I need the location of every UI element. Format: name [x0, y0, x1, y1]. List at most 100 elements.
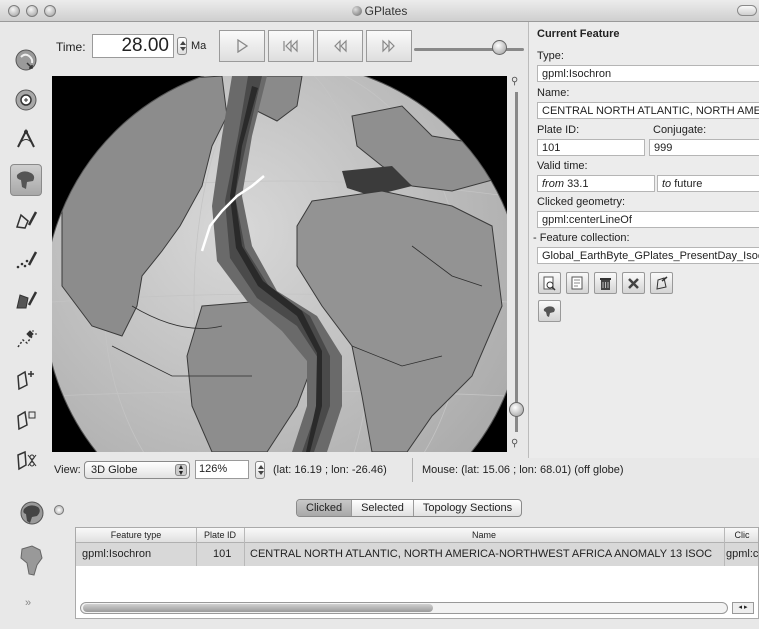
digitise-multipoint-icon	[16, 251, 38, 269]
valid-time-from-field[interactable]: from 33.1	[537, 175, 655, 192]
skip-to-start-icon	[283, 39, 298, 53]
step-backward-button[interactable]	[317, 30, 363, 62]
tab-selected[interactable]: Selected	[352, 500, 414, 516]
projection-value: 3D Globe	[91, 464, 138, 476]
query-feature-icon	[543, 276, 556, 291]
delete-vertex-icon	[17, 410, 36, 431]
edit-feature-button[interactable]	[566, 272, 589, 294]
split-feature-tool[interactable]	[10, 444, 42, 476]
feature-collection-label: - Feature collection:	[533, 232, 630, 244]
clicked-geometry-label: Clicked geometry:	[537, 196, 626, 208]
digitise-polyline-tool[interactable]	[10, 204, 42, 236]
africa-icon	[18, 543, 44, 577]
zoom-slider[interactable]: ⚲ ⚲	[509, 76, 525, 452]
clicked-geometry-field[interactable]: gpml:centerLineOf	[537, 211, 759, 228]
zoom-window-button[interactable]	[44, 5, 56, 17]
column-header-clicked-geometry[interactable]: Clic	[734, 530, 750, 540]
build-topology-button[interactable]	[650, 272, 673, 294]
horizontal-scrollbar[interactable]	[80, 602, 728, 614]
valid-time-to-value: future	[674, 178, 703, 190]
click-geometry-icon	[16, 171, 35, 189]
plate-boundaries	[111, 245, 483, 377]
close-window-button[interactable]	[8, 5, 20, 17]
projection-select[interactable]: 3D Globe ▲ ▼	[84, 461, 190, 479]
reset-animation-button[interactable]	[268, 30, 314, 62]
expand-toolbar-icon[interactable]: »	[25, 597, 32, 609]
plate-id-field[interactable]: 101	[537, 139, 645, 156]
time-input[interactable]: 28.00	[92, 34, 174, 58]
zoom-slider-track[interactable]	[515, 92, 518, 432]
feature-collection-field[interactable]: Global_EarthByte_GPlates_PresentDay_Isoc…	[537, 247, 759, 264]
column-header-name[interactable]: Name	[471, 530, 496, 540]
zoom-out-icon[interactable]: ⚲	[511, 438, 519, 449]
time-stepper[interactable]	[177, 37, 187, 55]
type-label: Type:	[537, 50, 564, 62]
status-divider	[412, 458, 413, 482]
drag-globe-tool[interactable]	[10, 44, 42, 76]
minimize-window-button[interactable]	[26, 5, 38, 17]
fast-forward-icon	[382, 39, 395, 53]
zoom-in-icon[interactable]: ⚲	[511, 76, 519, 87]
digitise-multipoint-tool[interactable]	[10, 244, 42, 276]
click-geometry-tool[interactable]	[10, 164, 42, 196]
delete-feature-button[interactable]	[594, 272, 617, 294]
insert-vertex-icon	[17, 370, 34, 391]
globe-rendering[interactable]	[52, 76, 507, 452]
play-button[interactable]	[219, 30, 265, 62]
zoom-globe-tool[interactable]	[10, 84, 42, 116]
time-slider-handle[interactable]	[491, 40, 507, 55]
view-status-bar: View: 3D Globe ▲ ▼ 126% (lat: 16.19 ; lon…	[52, 458, 759, 482]
digitise-polygon-tool[interactable]	[10, 284, 42, 316]
play-icon	[237, 39, 249, 53]
column-divider	[724, 528, 725, 566]
type-field[interactable]: gpml:Isochron	[537, 65, 759, 82]
build-topology-icon	[656, 275, 668, 290]
digitise-polygon-icon	[16, 291, 38, 309]
insert-vertex-tool[interactable]	[10, 364, 42, 396]
zoom-stepper[interactable]	[255, 461, 265, 479]
valid-time-label: Valid time:	[537, 160, 588, 172]
cell-clicked-geometry: gpml:c	[726, 548, 759, 560]
clear-selection-button[interactable]	[622, 272, 645, 294]
panel-toggle-button[interactable]	[54, 505, 64, 515]
measure-distance-tool[interactable]	[10, 124, 42, 156]
toolbar-toggle-button[interactable]	[737, 5, 757, 16]
mouse-coordinates: Mouse: (lat: 15.06 ; lon: 68.01) (off gl…	[422, 464, 624, 476]
africa-landmass	[296, 190, 503, 452]
reconstruction-pole-button[interactable]	[538, 300, 561, 322]
valid-time-to-field[interactable]: to future	[657, 175, 759, 192]
drag-globe-icon	[15, 49, 37, 71]
chevron-updown-icon: ▲ ▼	[175, 464, 187, 477]
measure-icon	[17, 128, 35, 148]
clicked-features-table: Feature type Plate ID Name Clic gpml:Iso…	[75, 527, 759, 619]
scroll-arrows[interactable]: ◂ ▸	[732, 602, 754, 614]
mediterranean-isochrons	[342, 166, 412, 196]
scrollbar-thumb[interactable]	[83, 604, 433, 612]
name-field[interactable]: CENTRAL NORTH ATLANTIC, NORTH AMERICA	[537, 102, 759, 119]
time-slider-track[interactable]	[414, 48, 524, 51]
canvas-tools-toolbar	[0, 22, 52, 492]
selected-isochron[interactable]	[200, 175, 265, 252]
step-forward-button[interactable]	[366, 30, 412, 62]
query-feature-button[interactable]	[538, 272, 561, 294]
camera-coordinates: (lat: 16.19 ; lon: -26.46)	[273, 464, 387, 476]
column-header-feature-type[interactable]: Feature type	[110, 530, 162, 540]
zoom-slider-handle[interactable]	[509, 402, 524, 417]
globe-canvas[interactable]	[52, 76, 507, 452]
table-row[interactable]: gpml:Isochron 101 CENTRAL NORTH ATLANTIC…	[76, 543, 758, 566]
conjugate-field[interactable]: 999	[649, 139, 759, 156]
split-feature-icon	[17, 450, 37, 471]
tab-topology-sections[interactable]: Topology Sections	[422, 502, 513, 514]
rewind-icon	[334, 39, 347, 53]
column-header-plate-id[interactable]: Plate ID	[203, 530, 236, 540]
move-vertex-tool[interactable]	[10, 324, 42, 356]
delete-vertex-tool[interactable]	[10, 404, 42, 436]
zoom-percent-input[interactable]: 126%	[195, 460, 249, 479]
name-label: Name:	[537, 87, 570, 99]
tab-clicked[interactable]: Clicked	[297, 500, 353, 516]
conjugate-label: Conjugate:	[653, 124, 707, 136]
column-divider	[196, 528, 197, 566]
valid-time-from-value: 33.1	[567, 178, 589, 190]
cell-plate-id: 101	[213, 548, 232, 560]
zoom-globe-icon	[15, 89, 37, 111]
